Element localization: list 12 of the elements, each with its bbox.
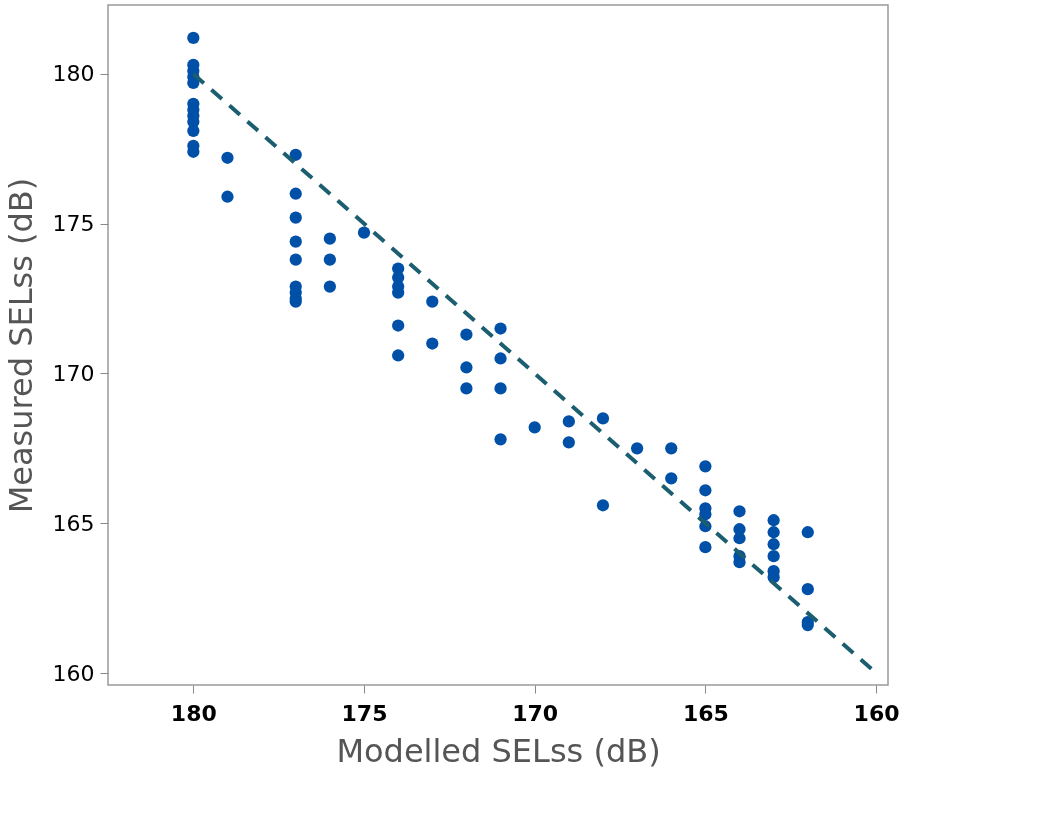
y-tick-label: 180 xyxy=(52,61,95,87)
x-tick-label: 170 xyxy=(512,700,559,726)
y-tick-label: 175 xyxy=(52,211,95,237)
y-tick-label: 160 xyxy=(52,660,95,686)
x-tick-label: 165 xyxy=(682,700,729,726)
y-tick-label: 165 xyxy=(52,510,95,536)
x-tick-label: 180 xyxy=(170,700,217,726)
x-axis-title: Modelled SELss (dB) xyxy=(336,731,661,770)
x-tick-label: 160 xyxy=(853,700,900,726)
y-axis-title: Measured SELss (dB) xyxy=(1,177,40,514)
x-tick-label: 175 xyxy=(341,700,388,726)
y-tick-label: 170 xyxy=(52,360,95,386)
